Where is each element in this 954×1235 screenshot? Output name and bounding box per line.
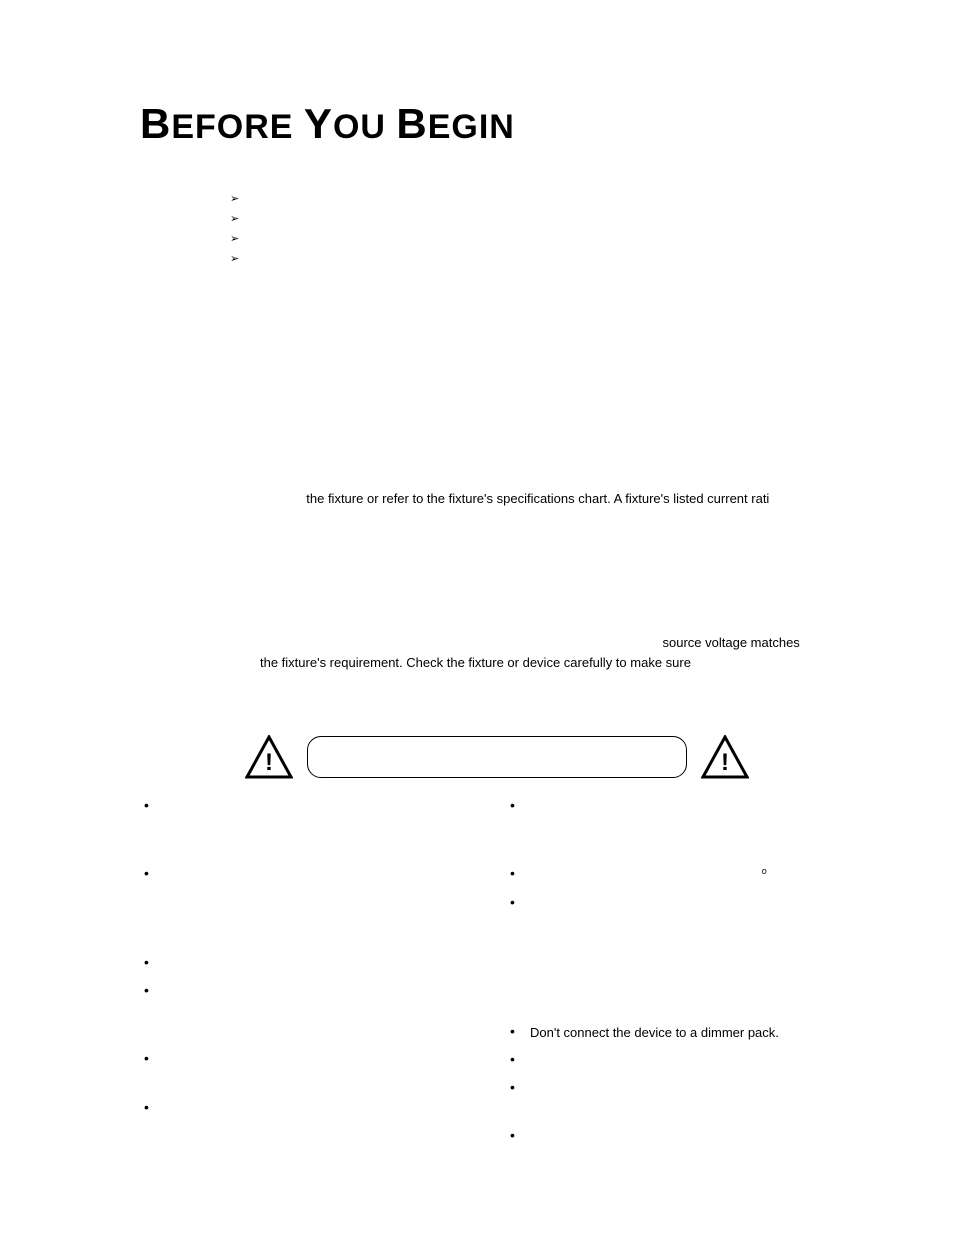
safety-column-left: Please keep this User Guide for future c… [140,797,488,1176]
safety-column-right: Always disconnect from power source befo… [506,797,854,1176]
list-item: Make sure power cord is never crimped or… [506,1051,854,1071]
degree-symbol: o [762,866,767,876]
ac-power-text-2: All fixtures must be powered directly of… [260,591,814,695]
document-page: BEFORE YOU BEGIN 1 x Fixture 1 x Power C… [0,0,954,1235]
list-item: 1 x User Manual [230,248,854,268]
list-item: 1 x Fixture [230,188,854,208]
page-footer: Page 4 [0,1193,954,1205]
list-item: Be sure that no ventilation slots are bl… [140,1099,488,1139]
svg-text:!: ! [265,749,273,776]
page-title: BEFORE YOU BEGIN [140,100,854,148]
list-item: In the event of serious operating proble… [506,894,854,1015]
safety-columns: Please keep this User Guide for future c… [140,797,854,1176]
list-item: Avoid direct eye exposure to the light s… [506,1127,854,1167]
warning-triangle-icon: ! [245,735,293,779]
list-item: The unit must be installed in a location… [140,1050,488,1090]
list-item: 1 x Warranty Card [230,228,854,248]
list-item: Maximum ambient temperature is Ta: 40o [506,865,854,885]
warning-triangle-icon: ! [701,735,749,779]
whats-included-list: 1 x Fixture 1 x Power Cord 1 x Warranty … [230,188,854,269]
list-item: Never disconnect power cord by pulling o… [506,1079,854,1119]
ac-power-text: To determine the power requirements for … [260,469,814,531]
list-item: Don't connect the device to a dimmer pac… [506,1023,854,1043]
list-item: This product is intended for indoor use … [140,954,488,974]
list-item: Please keep this User Guide for future c… [140,797,488,857]
warning-box [307,736,687,778]
list-item: Always make sure that you are connecting… [140,865,488,946]
svg-text:!: ! [721,749,729,776]
list-item: Always disconnect from power source befo… [506,797,854,857]
list-item: To prevent risk of fire or shock, do not… [140,982,488,1042]
warning-row: ! ! [140,735,854,779]
list-item: 1 x Power Cord [230,208,854,228]
